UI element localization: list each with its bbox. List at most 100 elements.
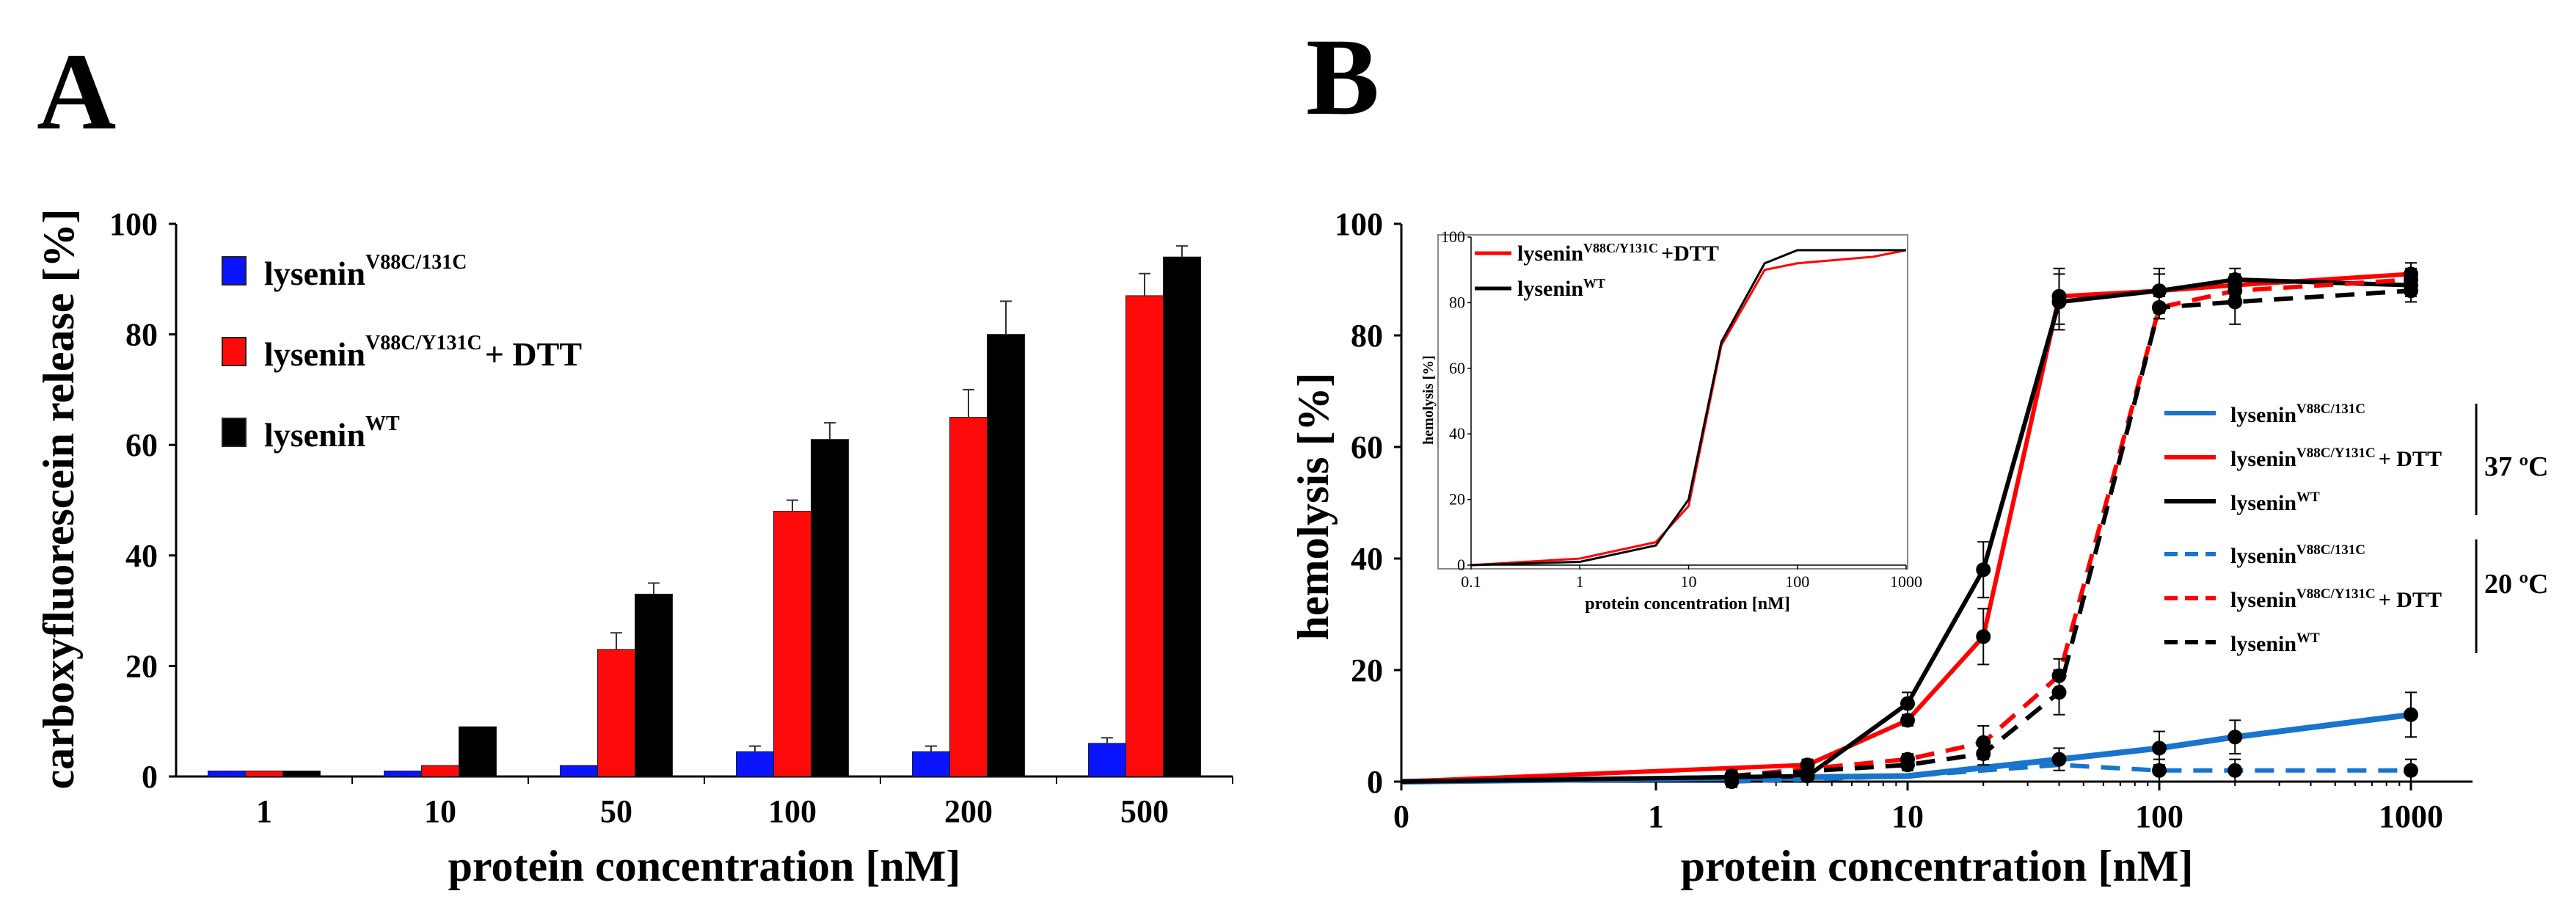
b-ytick-label: 80 xyxy=(1351,318,1383,354)
inset-series-line xyxy=(1470,249,1906,567)
b-inset-chart: 0 20 40 60 80 100 0.1 1 10 100 1000 protein conce… xyxy=(1420,228,1922,614)
b-legend-label: lyseninV88C/Y131C + DTT xyxy=(2230,445,2442,471)
b-legend-label: lyseninWT xyxy=(2230,490,2320,515)
b-data-marker xyxy=(2404,763,2418,778)
a-legend-swatch xyxy=(222,418,247,447)
a-bar xyxy=(811,439,849,777)
a-ytick-label: 0 xyxy=(142,759,158,795)
b-legend-label-base: lysenin xyxy=(2230,632,2296,656)
inset-legend-label-base: lysenin xyxy=(1517,277,1583,301)
inset-frame xyxy=(1437,234,1908,570)
a-xtick-label: 10 xyxy=(424,793,456,829)
b-data-marker xyxy=(1976,746,1991,761)
inset-ytick-label: 80 xyxy=(1449,293,1465,311)
b-data-marker xyxy=(1900,696,1915,711)
a-legend-label-base: lysenin xyxy=(264,416,365,454)
b-data-marker xyxy=(1800,768,1815,784)
b-group-label: 37 ºC xyxy=(2484,451,2549,482)
b-ytick-label: 0 xyxy=(1367,764,1383,800)
b-data-marker xyxy=(2051,752,2067,767)
b-legend-label-base: lysenin xyxy=(2230,403,2296,427)
inset-ytick-label: 60 xyxy=(1449,359,1465,377)
inset-legend-label-sup: V88C/Y131C xyxy=(1583,241,1658,255)
a-bar xyxy=(282,770,321,777)
b-data-marker xyxy=(2227,730,2243,745)
inset-ytick-label: 100 xyxy=(1441,228,1465,246)
a-ytick-label: 100 xyxy=(109,206,158,242)
a-bar xyxy=(1163,256,1201,777)
b-data-marker xyxy=(2152,300,2167,315)
b-series-line xyxy=(1401,711,2412,785)
a-bar xyxy=(987,334,1025,777)
b-legend-label-sup: V88C/Y131C xyxy=(2296,586,2376,602)
a-bar xyxy=(560,765,598,777)
a-ytick-label: 40 xyxy=(125,538,158,574)
b-x-axis-title: protein concentration [nM] xyxy=(1681,842,2194,890)
inset-xtick-label: 100 xyxy=(1785,572,1809,591)
inset-xtick-label: 1000 xyxy=(1890,572,1922,591)
a-legend-label-base: lysenin xyxy=(264,255,365,292)
b-legend-label-suffix: + DTT xyxy=(2379,447,2442,471)
b-ytick-label: 60 xyxy=(1351,429,1383,465)
a-xtick-label: 1 xyxy=(256,793,272,829)
b-xtick-label: 0 xyxy=(1393,799,1409,834)
a-bar xyxy=(736,751,774,777)
a-y-axis-title: carboxyfluorescein release [%] xyxy=(34,209,83,790)
b-series-line xyxy=(1401,272,2412,784)
b-legend-label-base: lysenin xyxy=(2230,491,2296,515)
a-legend-swatch xyxy=(222,337,247,366)
b-data-marker xyxy=(2152,741,2167,756)
panel-a-chart: 0 20 40 60 80 100 1 10 50 100 200 500 protein conc… xyxy=(34,206,1233,890)
b-legend-label-sup: V88C/Y131C xyxy=(2296,445,2376,461)
b-legend-label: lyseninV88C/131C xyxy=(2230,401,2365,427)
a-legend-label: lyseninV88C/131C xyxy=(264,251,467,292)
a-ytick-label: 80 xyxy=(125,317,158,353)
inset-ytick-label: 40 xyxy=(1449,424,1465,443)
inset-legend-label: lyseninWT xyxy=(1517,276,1605,301)
b-legend-label: lyseninV88C/131C xyxy=(2230,542,2365,568)
b-data-marker xyxy=(2404,707,2418,722)
inset-y-axis-title: hemolysis [%] xyxy=(1420,355,1437,445)
b-series-line xyxy=(1401,277,2412,784)
a-bar xyxy=(949,417,988,777)
b-data-marker xyxy=(1900,757,1915,773)
b-y-axis-title: hemolysis [%] xyxy=(1289,373,1338,641)
a-legend-label: lyseninWT xyxy=(264,412,400,454)
a-ytick-label: 60 xyxy=(125,427,158,463)
a-xtick-label: 500 xyxy=(1120,793,1169,829)
b-ytick-label: 100 xyxy=(1335,206,1383,242)
panel-b-letter: B xyxy=(1306,16,1379,138)
b-legend-label-sup: WT xyxy=(2296,490,2320,505)
b-data-marker xyxy=(1976,562,1991,578)
b-data-marker xyxy=(2051,685,2067,700)
a-bar xyxy=(421,765,459,777)
a-legend-label-sup: WT xyxy=(365,412,400,435)
a-legend-label: lyseninV88C/Y131C+ DTT xyxy=(264,332,582,373)
b-legend-label-base: lysenin xyxy=(2230,588,2296,612)
a-legend-swatch xyxy=(222,256,247,285)
inset-xtick-label: 0.1 xyxy=(1461,572,1481,591)
a-ytick-label: 20 xyxy=(125,648,158,684)
a-bar xyxy=(1088,743,1126,777)
b-xtick-label: 10 xyxy=(1891,799,1924,834)
inset-xtick-label: 10 xyxy=(1681,572,1697,591)
b-legend-label: lyseninWT xyxy=(2230,630,2320,656)
b-legend-label-base: lysenin xyxy=(2230,447,2296,471)
a-xtick-label: 50 xyxy=(600,793,632,829)
a-bar xyxy=(912,751,950,777)
inset-x-axis-title: protein concentration [nM] xyxy=(1585,594,1790,614)
b-xtick-label: 1 xyxy=(1648,799,1664,834)
b-xtick-label: 100 xyxy=(2135,799,2183,834)
a-legend: lyseninV88C/131C lyseninV88C/Y131C+ DTT ly… xyxy=(222,251,582,454)
b-xtick-label: 1000 xyxy=(2379,799,2443,834)
a-bar xyxy=(635,594,673,777)
a-bar xyxy=(597,649,635,777)
inset-xtick-label: 1 xyxy=(1576,572,1584,591)
a-bar xyxy=(773,511,811,777)
panel-a-letter: A xyxy=(37,31,116,153)
inset-ytick-label: 0 xyxy=(1457,556,1465,574)
b-ytick-label: 40 xyxy=(1351,541,1383,577)
